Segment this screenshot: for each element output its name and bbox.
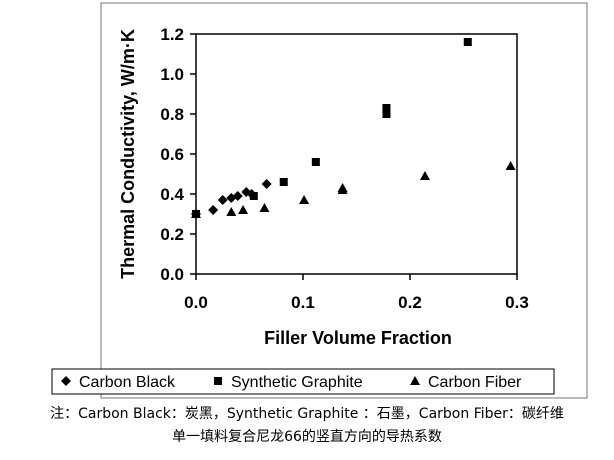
carbon-fiber-point [419,171,430,180]
y-axis-title: Thermal Conductivity, W/m·K [118,29,138,279]
y-tick-label: 0.8 [160,105,184,124]
carbon-fiber-point [226,207,237,216]
axis-ticks: 0.0 0.2 0.4 0.6 0.8 1.0 1.2 0.0 0.1 0.2 0.3 [160,25,528,312]
x-tick-label: 0.3 [505,293,529,312]
y-tick-label: 1.2 [160,25,184,44]
legend-carbon-black-marker [61,376,71,386]
y-tick-label: 1.0 [160,65,184,84]
y-tick-label: 0.0 [160,265,184,284]
footnote-line-2: 单一填料复合尼龙66的竖直方向的导热系数 [172,429,442,445]
plot-area [195,33,518,275]
x-tick-label: 0.2 [398,293,422,312]
carbon-fiber-point [238,205,249,214]
scatter-chart: 0.0 0.2 0.4 0.6 0.8 1.0 1.2 0.0 0.1 0.2 0.3 Therma… [51,2,588,399]
y-tick-label: 0.4 [160,185,184,204]
x-axis-title: Filler Volume Fraction [264,328,452,348]
y-tick-label: 0.2 [160,225,184,244]
legend-synthetic-graphite-label: Synthetic Graphite [231,374,363,391]
synthetic-graphite-point [311,158,320,166]
carbon-black-point [208,205,219,215]
carbon-black-point [232,191,243,201]
carbon-fiber-point [337,183,348,192]
legend-carbon-black-label: Carbon Black [79,374,176,391]
footnote-line-1: 注：Carbon Black：炭黑，Synthetic Graphite ：石墨… [50,406,564,422]
x-tick-label: 0.1 [291,293,315,312]
carbon-fiber-point [191,209,201,218]
x-tick-label: 0.0 [184,293,208,312]
carbon-black-point [261,179,272,189]
carbon-fiber-point [505,161,516,170]
carbon-fiber-point [259,203,270,212]
synthetic-graphite-point [382,110,391,118]
carbon-black-point [217,195,228,205]
legend: Carbon Black Synthetic Graphite Carbon Fib… [51,368,555,395]
legend-synthetic-graphite-marker [214,377,222,385]
y-tick-label: 0.6 [160,145,184,164]
legend-carbon-fiber-label: Carbon Fiber [428,374,522,391]
synthetic-graphite-point [382,104,391,112]
synthetic-graphite-point [249,192,258,200]
carbon-fiber-point [299,195,310,204]
legend-carbon-fiber-marker [410,376,420,385]
synthetic-graphite-point [463,38,472,46]
chart-frame [100,2,588,399]
legend-box [51,368,555,395]
data-points [191,38,516,219]
synthetic-graphite-point [279,178,288,186]
